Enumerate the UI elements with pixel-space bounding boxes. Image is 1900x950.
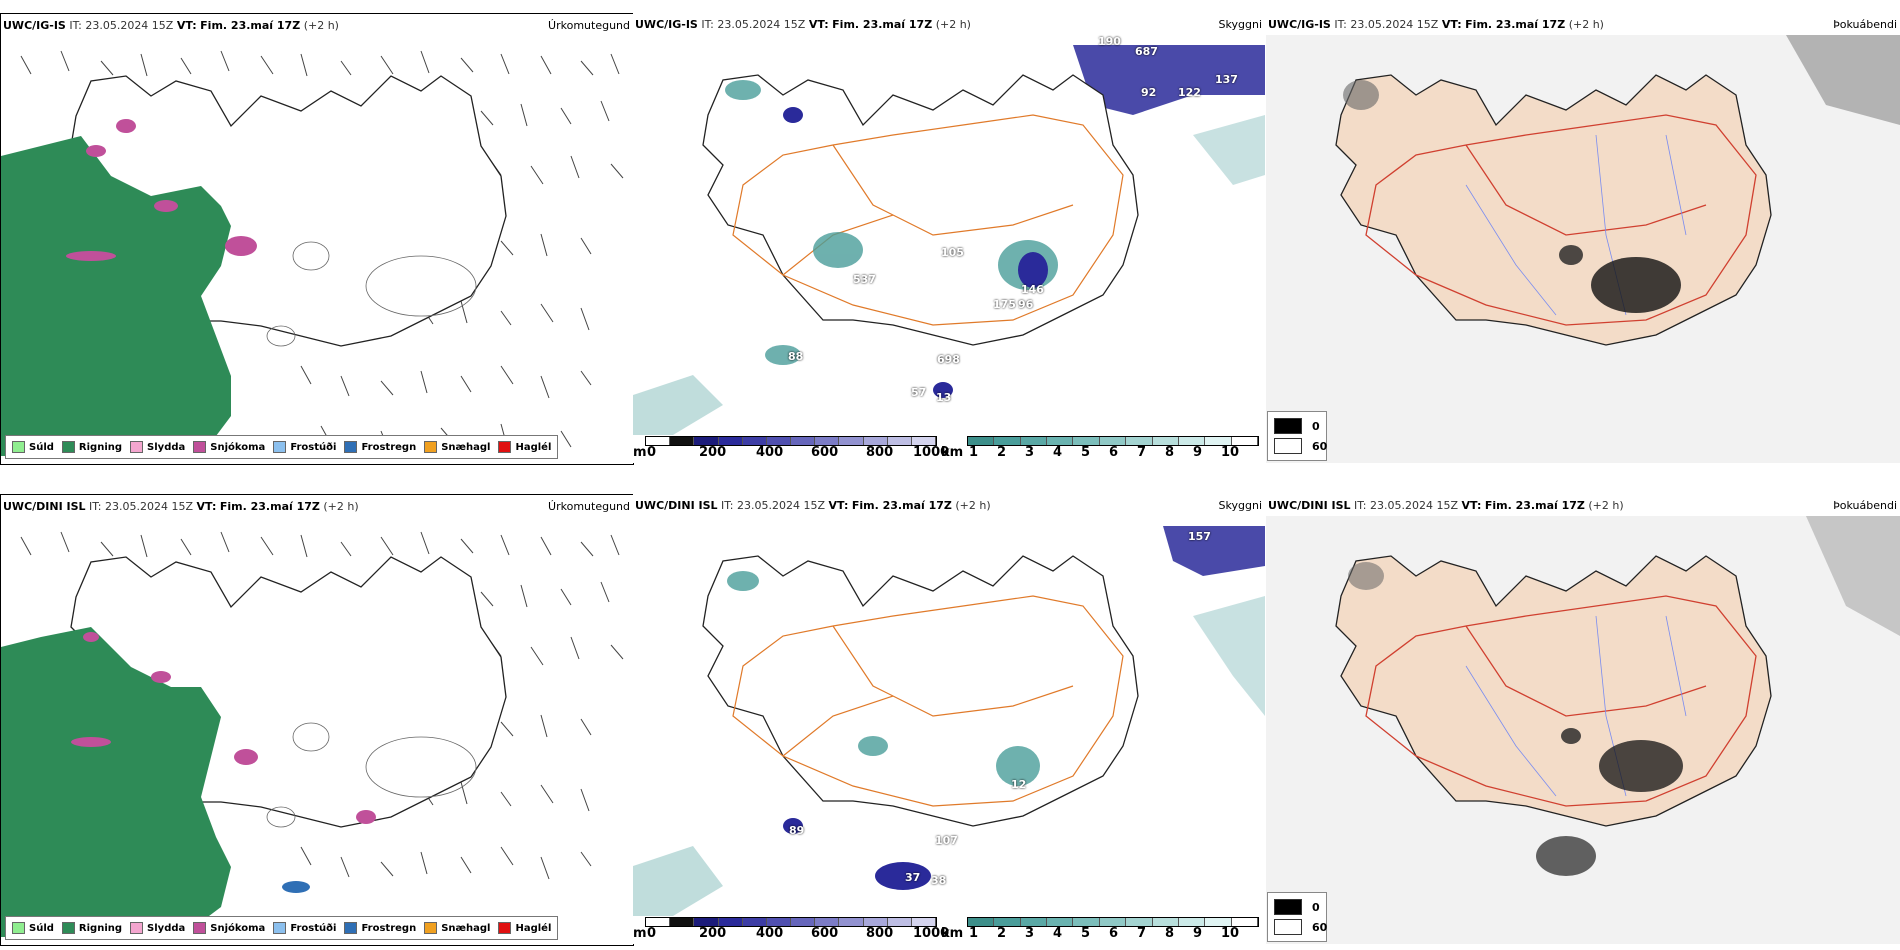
legend-item: Slydda (130, 441, 185, 453)
precip-panel-row2: UWC/DINI ISL IT: 23.05.2024 15Z VT: Fim.… (0, 494, 634, 946)
cloud-base-label: 698 (937, 353, 960, 366)
fog-areas (1348, 562, 1683, 876)
cloud-base-label: 89 (789, 824, 805, 837)
panel-title: UWC/DINI ISL IT: 23.05.2024 15Z VT: Fim.… (635, 499, 991, 512)
precip-map (1, 531, 624, 937)
legend-item: Snjókoma (193, 441, 265, 453)
cloud-base-label: 687 (1135, 45, 1158, 58)
cloud-base-label: 13 (936, 391, 952, 404)
snow-areas (71, 632, 376, 824)
fog-panel-row2: UWC/DINI ISL IT: 23.05.2024 15Z VT: Fim.… (1266, 494, 1900, 944)
colorbar-unit: m (633, 445, 647, 460)
roads (1365, 114, 1757, 326)
legend-item: Súld (12, 922, 54, 934)
fog-panel-row1: UWC/IG-IS IT: 23.05.2024 15Z VT: Fim. 23… (1266, 13, 1900, 463)
panel-title: UWC/IG-IS IT: 23.05.2024 15Z VT: Fim. 23… (635, 18, 971, 31)
iceland-outline (702, 74, 1139, 346)
glaciers (266, 722, 477, 828)
colorbar-unit: km (941, 926, 964, 941)
panel-variable-title: Þokuábendi (1833, 499, 1897, 512)
panel-title: UWC/IG-IS IT: 23.05.2024 15Z VT: Fim. 23… (3, 19, 339, 32)
panel-variable-title: Þokuábendi (1833, 18, 1897, 31)
cloud-base-colorbar: m 0 200 400 600 800 1000 (633, 917, 949, 943)
visibility-panel-row2: UWC/DINI ISL IT: 23.05.2024 15Z VT: Fim.… (633, 494, 1265, 944)
freezing-rain-areas (282, 881, 310, 893)
colorbar-unit: m (633, 926, 647, 941)
cloud-base-label: 92 (1141, 86, 1157, 99)
legend-item: Frostregn (344, 441, 416, 453)
cloud-base-label: 146 (1021, 283, 1044, 296)
visibility-colorbar: km 1 2 3 4 5 6 7 8 9 10 (941, 917, 1265, 943)
cloud-base-label: 107 (935, 834, 958, 847)
cloud-base-label: 537 (853, 273, 876, 286)
colorbar-unit: km (941, 445, 964, 460)
fog-legend: 0 60 (1267, 892, 1327, 942)
visibility-map (633, 45, 1265, 435)
panel-variable-title: Úrkomutegund (548, 500, 630, 513)
fog-map (1266, 35, 1900, 463)
precip-map (1, 50, 624, 456)
panel-variable-title: Skyggni (1218, 18, 1262, 31)
legend-item: Snæhagl (424, 441, 490, 453)
legend-item: Snjókoma (193, 922, 265, 934)
precip-panel-row1: UWC/IG-IS IT: 23.05.2024 15Z VT: Fim. 23… (0, 13, 634, 465)
legend-item: Frostregn (344, 922, 416, 934)
cloud-base-label: 157 (1188, 530, 1211, 543)
roads (1365, 595, 1757, 807)
cloud-base-label: 190 (1098, 35, 1121, 48)
cloud-base-areas (783, 107, 1048, 398)
cloud-base-label: 38 (931, 874, 947, 887)
snow-areas (66, 119, 257, 261)
cloud-base-label: 137 (1215, 73, 1238, 86)
legend-item: Frostúði (273, 922, 336, 934)
legend-item: Haglél (498, 922, 551, 934)
panel-variable-title: Skyggni (1218, 499, 1262, 512)
fog-map (1266, 516, 1900, 944)
panel-variable-title: Úrkomutegund (548, 19, 630, 32)
panel-title: UWC/DINI ISL IT: 23.05.2024 15Z VT: Fim.… (1268, 499, 1624, 512)
panel-title: UWC/DINI ISL IT: 23.05.2024 15Z VT: Fim.… (3, 500, 359, 513)
cloud-base-label: 88 (788, 350, 804, 363)
legend-item: Frostúði (273, 441, 336, 453)
legend-item: Slydda (130, 922, 185, 934)
rain-area (1, 136, 231, 456)
glaciers (266, 241, 477, 347)
rain-area (1, 627, 231, 937)
legend-item: Súld (12, 441, 54, 453)
precip-legend: Súld Rigning Slydda Snjókoma Frostúði Fr… (5, 916, 559, 940)
precip-legend: Súld Rigning Slydda Snjókoma Frostúði Fr… (5, 435, 559, 459)
legend-item: Haglél (498, 441, 551, 453)
legend-item: Rigning (61, 922, 122, 934)
cloud-base-label: 122 (1178, 86, 1201, 99)
cloud-base-label: 96 (1018, 298, 1034, 311)
visibility-areas (727, 571, 1040, 786)
visibility-map (633, 526, 1265, 916)
panel-title: UWC/IG-IS IT: 23.05.2024 15Z VT: Fim. 23… (1268, 18, 1604, 31)
legend-item: Rigning (61, 441, 122, 453)
cloud-base-label: 57 (911, 386, 927, 399)
visibility-colorbar: km 1 2 3 4 5 6 7 8 9 10 (941, 436, 1265, 462)
cloud-base-label: 12 (1011, 778, 1027, 791)
fog-legend: 0 60 (1267, 411, 1327, 461)
cloud-base-label: 37 (905, 871, 921, 884)
legend-item: Snæhagl (424, 922, 490, 934)
cloud-base-areas (783, 818, 931, 890)
iceland-outline (702, 555, 1139, 827)
roads (732, 595, 1124, 807)
visibility-panel-row1: UWC/IG-IS IT: 23.05.2024 15Z VT: Fim. 23… (633, 13, 1265, 463)
cloud-base-label: 105 (941, 246, 964, 259)
cloud-base-colorbar: m 0 200 400 600 800 1000 (633, 436, 949, 462)
fog-areas (1343, 80, 1681, 313)
cloud-base-label: 175 (993, 298, 1016, 311)
